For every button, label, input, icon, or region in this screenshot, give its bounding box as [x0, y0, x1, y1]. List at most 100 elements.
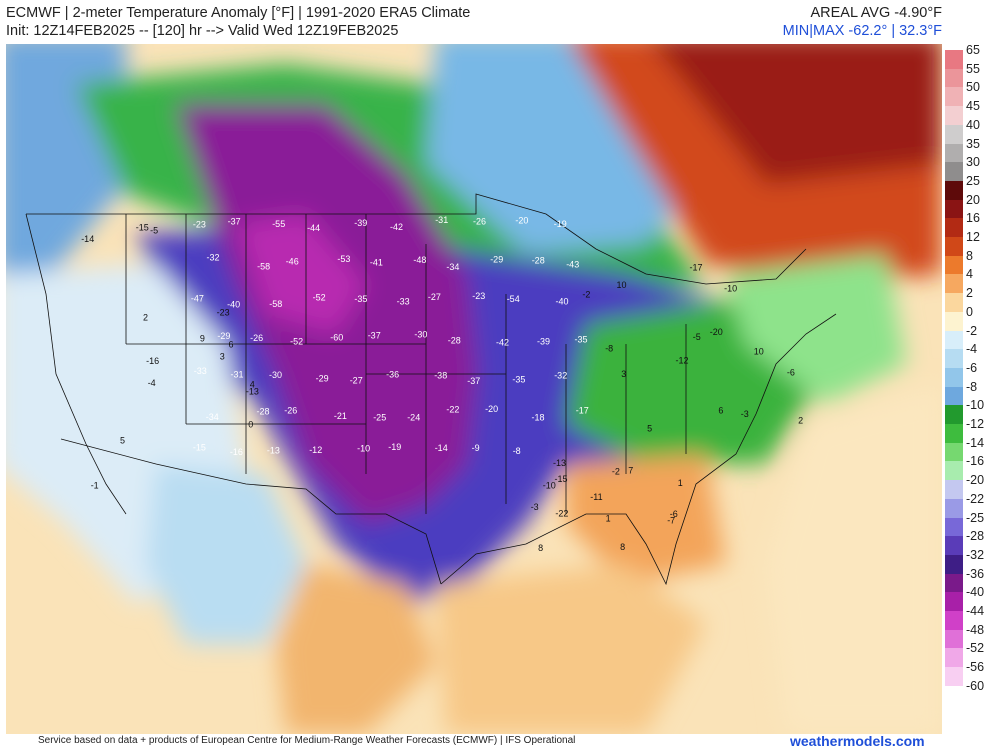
scale-swatch	[945, 218, 963, 238]
scale-swatch	[945, 87, 963, 107]
anomaly-value-label: -23	[193, 220, 206, 230]
scale-tick: 35	[966, 136, 980, 151]
anomaly-value-label: -14	[435, 443, 448, 453]
anomaly-value-label: -34	[206, 412, 219, 422]
anomaly-value-label: -60	[330, 332, 343, 342]
anomaly-value-label: -22	[555, 508, 568, 518]
anomaly-shading	[6, 44, 942, 734]
service-credit: Service based on data + products of Euro…	[38, 735, 576, 746]
scale-tick: -22	[966, 491, 985, 506]
anomaly-value-label: -3	[531, 502, 539, 512]
anomaly-value-label: -12	[309, 445, 322, 455]
scale-tick: -10	[966, 398, 985, 413]
scale-tick: -44	[966, 604, 985, 618]
anomaly-value-label: -14	[81, 234, 94, 244]
map-canvas: -23 -37 -55 -44 -39 -42-31 -26 -20 -19-32-58-46-…	[6, 44, 942, 734]
anomaly-value-label: -10	[543, 481, 556, 491]
anomaly-value-label: 8	[620, 542, 625, 552]
anomaly-value-label: -44	[307, 223, 320, 233]
anomaly-value-label: -23	[217, 308, 230, 318]
scale-tick: -6	[966, 360, 978, 375]
anomaly-value-label: -35	[512, 375, 525, 385]
scale-tick: 25	[966, 173, 980, 188]
anomaly-value-label: -42	[496, 338, 509, 348]
anomaly-value-label: -5	[693, 332, 701, 342]
anomaly-value-label: -30	[269, 370, 282, 380]
anomaly-value-label: -35	[354, 294, 367, 304]
anomaly-value-label: 5	[647, 423, 652, 433]
scale-tick: -40	[966, 585, 985, 600]
scale-tick: 40	[966, 117, 980, 132]
anomaly-value-label: -40	[227, 299, 240, 309]
anomaly-value-label: -17	[690, 262, 703, 272]
anomaly-value-label: -10	[357, 443, 370, 453]
scale-tick: 0	[966, 304, 973, 319]
anomaly-value-label: -4	[148, 378, 156, 388]
anomaly-value-label: -1	[91, 480, 99, 490]
anomaly-value-label: 4	[250, 380, 255, 390]
anomaly-value-label: 10	[617, 280, 627, 290]
anomaly-value-label: -26	[473, 216, 486, 226]
brand-link[interactable]: weathermodels.com	[790, 733, 925, 749]
anomaly-value-label: -41	[370, 258, 383, 268]
scale-tick: 65	[966, 43, 980, 57]
anomaly-value-label: -37	[228, 216, 241, 226]
anomaly-value-label: -36	[386, 370, 399, 380]
scale-tick: -56	[966, 660, 985, 675]
scale-swatch	[945, 143, 963, 163]
scale-swatch	[945, 611, 963, 631]
anomaly-value-label: -52	[313, 292, 326, 302]
anomaly-value-label: -31	[435, 215, 448, 225]
scale-swatch	[945, 461, 963, 481]
anomaly-value-label: -32	[207, 253, 220, 263]
anomaly-value-label: -29	[490, 254, 503, 264]
scale-tick: -48	[966, 622, 985, 637]
anomaly-value-label: -38	[434, 370, 447, 380]
scale-swatch	[945, 349, 963, 369]
scale-swatch	[945, 330, 963, 350]
scale-swatch	[945, 536, 963, 556]
anomaly-value-label: 2	[143, 312, 148, 322]
anomaly-value-label: -9	[472, 443, 480, 453]
anomaly-value-label: -15	[193, 443, 206, 453]
anomaly-value-label: 9	[200, 333, 205, 343]
anomaly-value-label: -33	[397, 297, 410, 307]
anomaly-value-label: -13	[267, 446, 280, 456]
anomaly-value-label: -29	[316, 373, 329, 383]
anomaly-value-label: -3	[741, 409, 749, 419]
scale-swatch	[945, 629, 963, 649]
scale-tick: 20	[966, 192, 980, 207]
anomaly-value-label: 3	[621, 369, 626, 379]
anomaly-value-label: -30	[414, 329, 427, 339]
init-valid-line: Init: 12Z14FEB2025 -- [120] hr --> Valid…	[6, 23, 399, 39]
scale-tick: 4	[966, 267, 973, 282]
scale-swatch	[945, 124, 963, 144]
scale-tick: -36	[966, 566, 985, 581]
areal-average: AREAL AVG -4.90°F	[810, 5, 942, 21]
anomaly-value-label: -16	[230, 447, 243, 457]
gulf-atlantic-coast	[440, 313, 837, 586]
scale-tick: 8	[966, 248, 973, 263]
anomaly-value-label: -29	[217, 331, 230, 341]
anomaly-value-label: 6	[229, 340, 234, 350]
scale-swatch	[945, 106, 963, 126]
anomaly-value-label: -8	[605, 343, 613, 353]
scale-swatch	[945, 68, 963, 88]
scale-tick: 2	[966, 286, 973, 301]
anomaly-value-label: -33	[194, 366, 207, 376]
anomaly-value-label: -15	[136, 223, 149, 233]
anomaly-value-label: -39	[354, 218, 367, 228]
anomaly-value-label: 10	[754, 346, 764, 356]
anomaly-value-label: -32	[554, 371, 567, 381]
anomaly-value-label: -7	[667, 515, 675, 525]
anomaly-value-label: 7	[628, 466, 633, 476]
anomaly-value-label: -8	[513, 446, 521, 456]
anomaly-value-label: -34	[446, 262, 459, 272]
scale-tick: -16	[966, 454, 985, 469]
anomaly-value-label: -26	[250, 333, 263, 343]
anomaly-value-label: -54	[507, 294, 520, 304]
scale-swatch	[945, 237, 963, 257]
scale-swatch	[945, 480, 963, 500]
anomaly-value-label: -37	[368, 330, 381, 340]
anomaly-value-label: -19	[554, 219, 567, 229]
